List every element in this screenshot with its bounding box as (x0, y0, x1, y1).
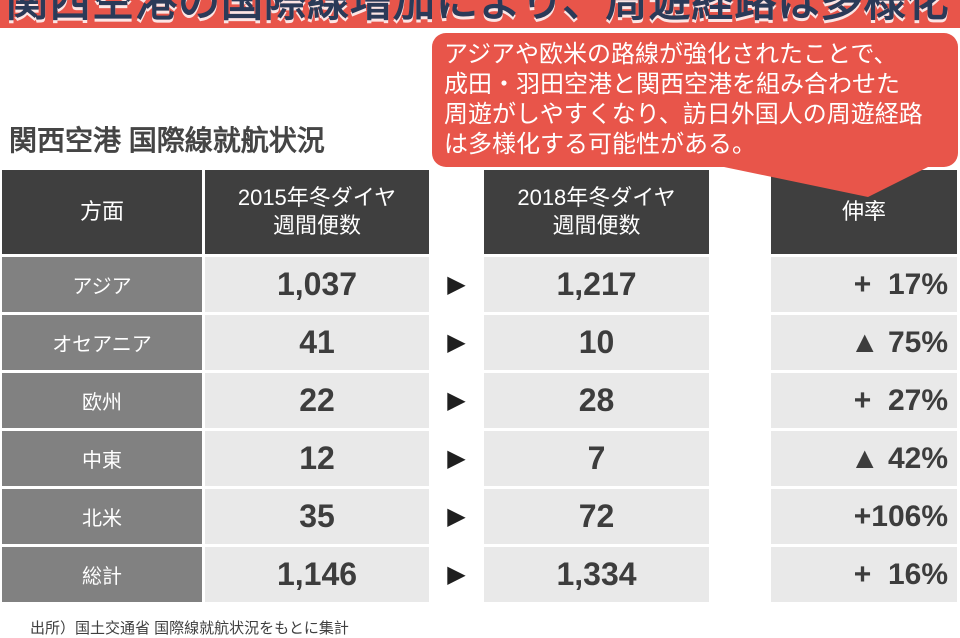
row-label: 欧州 (2, 373, 202, 428)
column-gap (709, 373, 771, 428)
row-label: 北米 (2, 489, 202, 544)
growth-rate: + 16% (771, 547, 957, 602)
header-2015-line1: 2015年冬ダイヤ (237, 185, 397, 210)
growth-rate: + 27% (771, 373, 957, 428)
arrow-column-spacer (429, 170, 484, 254)
table-row-asia: アジア 1,037 ▶ 1,217 + 17% (2, 257, 957, 312)
arrow-right-icon: ▶ (429, 373, 484, 428)
column-gap (709, 489, 771, 544)
value-2015: 41 (205, 315, 429, 370)
callout-text-line: アジアや欧米の路線が強化されたことで、 (444, 41, 898, 68)
column-gap (709, 315, 771, 370)
column-gap (709, 431, 771, 486)
arrow-right-icon: ▶ (429, 257, 484, 312)
header-2018-line1: 2018年冬ダイヤ (517, 185, 676, 210)
growth-rate: + 17% (771, 257, 957, 312)
value-2018: 7 (484, 431, 709, 486)
value-2015: 22 (205, 373, 429, 428)
value-2015: 1,037 (205, 257, 429, 312)
table-title: 関西空港 国際線就航状況 (9, 125, 325, 156)
arrow-right-icon: ▶ (429, 547, 484, 602)
header-2018-line2: 週間便数 (552, 213, 641, 238)
table-row-north-america: 北米 35 ▶ 72 +106% (2, 489, 957, 544)
callout-text-line: 成田・羽田空港と関西空港を組み合わせた (444, 71, 900, 98)
arrow-right-icon: ▶ (429, 489, 484, 544)
value-2018: 1,217 (484, 257, 709, 312)
value-2015: 12 (205, 431, 429, 486)
value-2015: 35 (205, 489, 429, 544)
table-row-total: 総計 1,146 ▶ 1,334 + 16% (2, 547, 957, 602)
table-header-row: 方面 2015年冬ダイヤ 週間便数 2018年冬ダイヤ 週間便数 伸率 (2, 170, 957, 254)
value-2018: 10 (484, 315, 709, 370)
row-label: 中東 (2, 431, 202, 486)
growth-rate: ▲ 75% (771, 315, 957, 370)
callout-tail-pointer (700, 162, 938, 197)
callout-text-line: 周遊がしやすくなり、訪日外国人の周遊経路 (444, 101, 923, 128)
value-2018: 1,334 (484, 547, 709, 602)
arrow-right-icon: ▶ (429, 315, 484, 370)
column-gap (709, 257, 771, 312)
table-row-europe: 欧州 22 ▶ 28 + 27% (2, 373, 957, 428)
row-label: アジア (2, 257, 202, 312)
table-row-oceania: オセアニア 41 ▶ 10 ▲ 75% (2, 315, 957, 370)
row-label: オセアニア (2, 315, 202, 370)
source-note: 出所）国土交通省 国際線就航状況をもとに集計 (30, 620, 349, 637)
table-row-middle-east: 中東 12 ▶ 7 ▲ 42% (2, 431, 957, 486)
header-2018: 2018年冬ダイヤ 週間便数 (484, 170, 709, 254)
arrow-right-icon: ▶ (429, 431, 484, 486)
row-label: 総計 (2, 547, 202, 602)
flight-status-table: 方面 2015年冬ダイヤ 週間便数 2018年冬ダイヤ 週間便数 伸率 アジア … (2, 170, 957, 605)
value-2015: 1,146 (205, 547, 429, 602)
callout-text-line: は多様化する可能性がある。 (444, 131, 756, 158)
column-gap (709, 547, 771, 602)
growth-rate: +106% (771, 489, 957, 544)
value-2018: 28 (484, 373, 709, 428)
header-2015: 2015年冬ダイヤ 週間便数 (205, 170, 429, 254)
value-2018: 72 (484, 489, 709, 544)
slide-title: 関西空港の国際線増加により、周遊経路は多様化 (6, 0, 950, 25)
title-banner: 関西空港の国際線増加により、周遊経路は多様化 (0, 0, 960, 28)
header-2015-line2: 週間便数 (272, 213, 361, 238)
callout-bubble: アジアや欧米の路線が強化されたことで、 成田・羽田空港と関西空港を組み合わせた … (432, 33, 958, 167)
header-direction: 方面 (2, 170, 202, 254)
growth-rate: ▲ 42% (771, 431, 957, 486)
